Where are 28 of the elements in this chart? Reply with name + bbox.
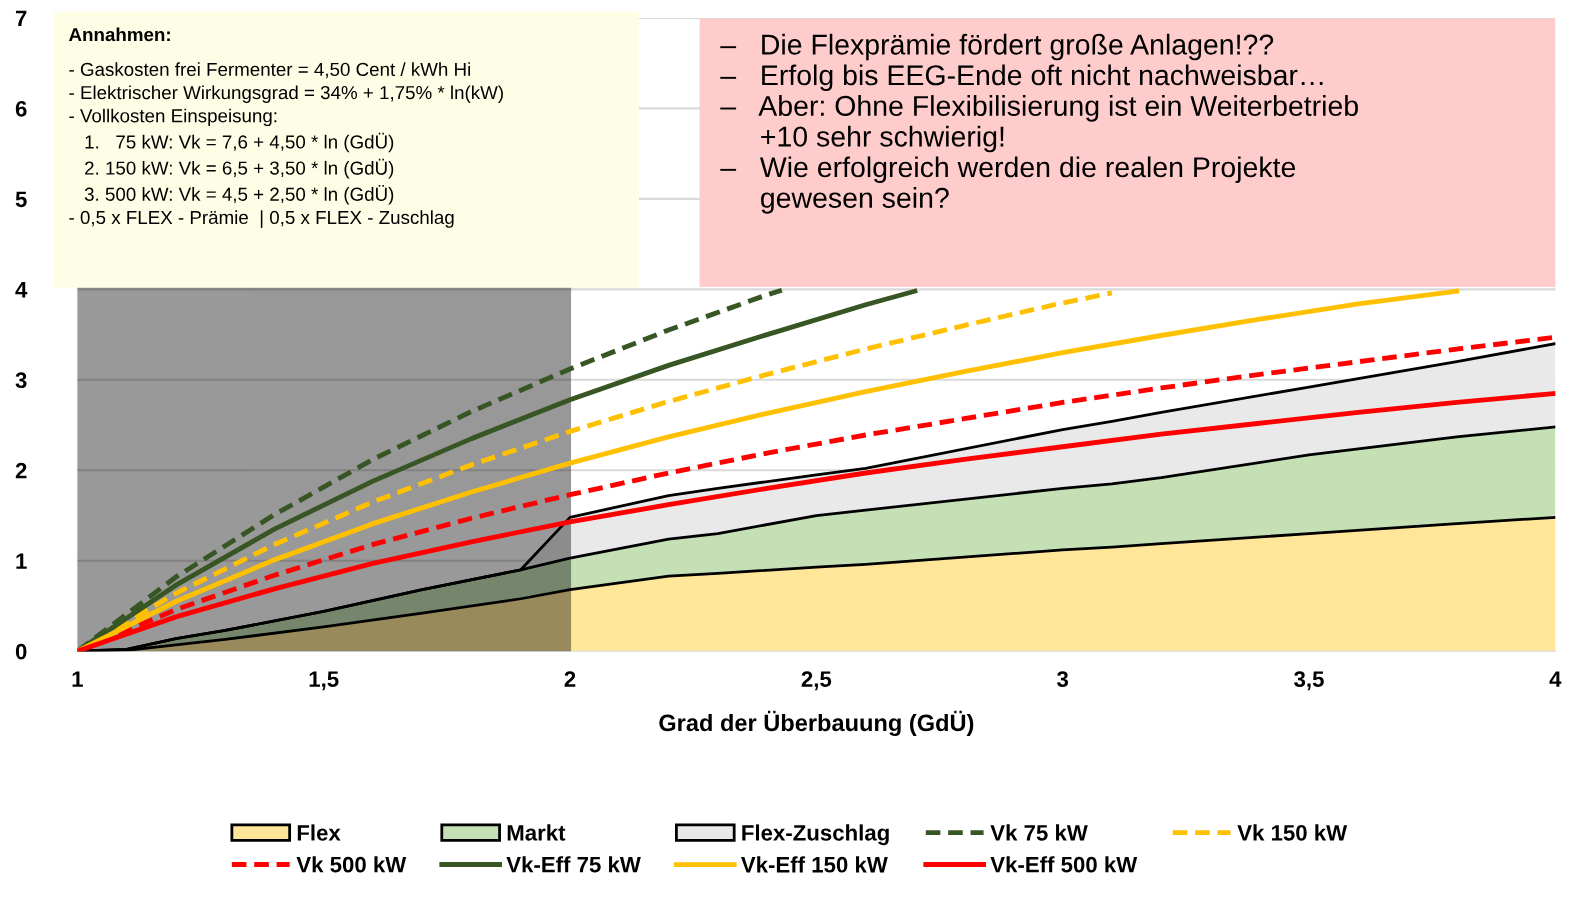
x-axis-title: Grad der Überbauung (GdÜ)	[659, 710, 974, 736]
legend-label: Flex	[297, 824, 341, 841]
x-tick-label: 1,5	[309, 671, 339, 691]
legend-label: Vk 150 kW	[1237, 824, 1348, 841]
x-tick-label: 1	[72, 671, 83, 687]
y-tick-label: 6	[15, 100, 27, 117]
annotation: - Gaskosten frei Fermenter = 4,50 Cent / kWh Hi - Elektrischer Wirkungsgrad = 34% + 1,75% * ln(kW) - Vollkosten Einspeisung: 1. 75 kW: Vk = 7,6 + 4,50 * ln (GdÜ) 2. 150 kW: Vk = 6,5 + 3,50 * ln (GdÜ) 3. 500 kW: Vk = 4,5 + 2,50 * ln (GdÜ) - 0,5 x FLEX - Prämie | 0,5 x FLEX - Zuschlag	[69, 62, 503, 228]
legend-label: Vk 75 kW	[990, 824, 1088, 841]
annotation: – Die Flexprämie fördert große Anlagen!?? – Erfolg bis EEG-Ende oft nicht nachweisbar… – Aber: Ohne Flexibilisierung ist ein Weiterbetrieb +10 sehr schwierig! – Wie erfolgreich werden die realen Projekte gewesen sein?	[720, 33, 1358, 214]
y-tick-label: 4	[15, 282, 28, 298]
legend-label: Flex-Zuschlag	[742, 824, 889, 846]
annotation: Annahmen:	[68, 27, 170, 42]
legend-label: Vk-Eff 150 kW	[741, 856, 888, 873]
x-tick-label: 4	[1549, 671, 1562, 687]
legend-label: Vk-Eff 500 kW	[990, 856, 1138, 873]
x-tick-label: 3,5	[1294, 671, 1324, 691]
y-tick-label: 3	[15, 372, 27, 389]
y-tick-label: 0	[15, 643, 27, 660]
x-tick-label: 2	[564, 671, 576, 687]
y-tick-label: 5	[15, 191, 27, 208]
y-tick-label: 7	[15, 10, 27, 26]
legend-label: Vk-Eff 75 kW	[506, 856, 641, 873]
y-tick-label: 2	[15, 462, 27, 479]
x-tick-label: 2,5	[801, 671, 832, 691]
x-tick-label: 3	[1057, 671, 1069, 688]
legend-label: Vk 500 kW	[296, 856, 407, 873]
y-tick-label: 1	[16, 553, 27, 569]
legend-label: Markt	[507, 824, 566, 841]
